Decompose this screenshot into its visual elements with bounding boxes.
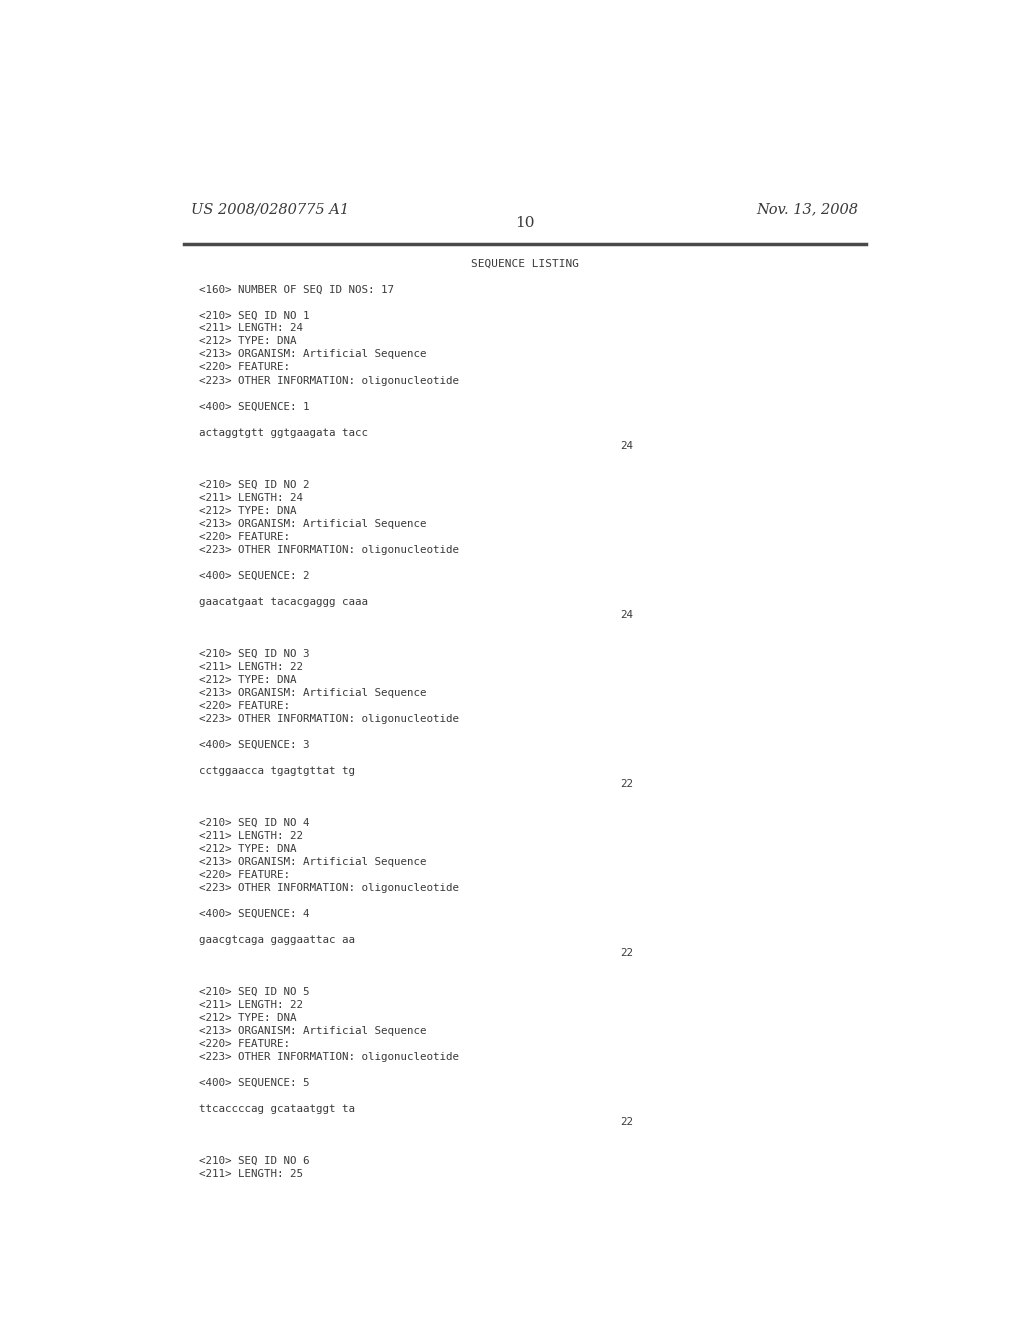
Text: <400> SEQUENCE: 5: <400> SEQUENCE: 5 <box>200 1078 310 1088</box>
Text: <212> TYPE: DNA: <212> TYPE: DNA <box>200 675 297 685</box>
Text: <211> LENGTH: 25: <211> LENGTH: 25 <box>200 1170 303 1179</box>
Text: <220> FEATURE:: <220> FEATURE: <box>200 532 291 541</box>
Text: <223> OTHER INFORMATION: oligonucleotide: <223> OTHER INFORMATION: oligonucleotide <box>200 714 460 723</box>
Text: <213> ORGANISM: Artificial Sequence: <213> ORGANISM: Artificial Sequence <box>200 857 427 867</box>
Text: <212> TYPE: DNA: <212> TYPE: DNA <box>200 1012 297 1023</box>
Text: <220> FEATURE:: <220> FEATURE: <box>200 363 291 372</box>
Text: <210> SEQ ID NO 1: <210> SEQ ID NO 1 <box>200 310 310 321</box>
Text: gaacgtcaga gaggaattac aa: gaacgtcaga gaggaattac aa <box>200 935 355 945</box>
Text: <400> SEQUENCE: 1: <400> SEQUENCE: 1 <box>200 401 310 412</box>
Text: <213> ORGANISM: Artificial Sequence: <213> ORGANISM: Artificial Sequence <box>200 1026 427 1036</box>
Text: <400> SEQUENCE: 2: <400> SEQUENCE: 2 <box>200 570 310 581</box>
Text: <210> SEQ ID NO 2: <210> SEQ ID NO 2 <box>200 479 310 490</box>
Text: <220> FEATURE:: <220> FEATURE: <box>200 870 291 880</box>
Text: cctggaacca tgagtgttat tg: cctggaacca tgagtgttat tg <box>200 766 355 776</box>
Text: <223> OTHER INFORMATION: oligonucleotide: <223> OTHER INFORMATION: oligonucleotide <box>200 1052 460 1063</box>
Text: actaggtgtt ggtgaagata tacc: actaggtgtt ggtgaagata tacc <box>200 428 369 437</box>
Text: <210> SEQ ID NO 3: <210> SEQ ID NO 3 <box>200 648 310 659</box>
Text: <223> OTHER INFORMATION: oligonucleotide: <223> OTHER INFORMATION: oligonucleotide <box>200 375 460 385</box>
Text: <212> TYPE: DNA: <212> TYPE: DNA <box>200 506 297 516</box>
Text: <160> NUMBER OF SEQ ID NOS: 17: <160> NUMBER OF SEQ ID NOS: 17 <box>200 284 394 294</box>
Text: <211> LENGTH: 24: <211> LENGTH: 24 <box>200 492 303 503</box>
Text: <210> SEQ ID NO 5: <210> SEQ ID NO 5 <box>200 987 310 997</box>
Text: <210> SEQ ID NO 4: <210> SEQ ID NO 4 <box>200 818 310 828</box>
Text: <400> SEQUENCE: 4: <400> SEQUENCE: 4 <box>200 909 310 919</box>
Text: <210> SEQ ID NO 6: <210> SEQ ID NO 6 <box>200 1156 310 1166</box>
Text: <220> FEATURE:: <220> FEATURE: <box>200 701 291 710</box>
Text: 22: 22 <box>620 948 633 958</box>
Text: <223> OTHER INFORMATION: oligonucleotide: <223> OTHER INFORMATION: oligonucleotide <box>200 545 460 554</box>
Text: <211> LENGTH: 22: <211> LENGTH: 22 <box>200 830 303 841</box>
Text: <212> TYPE: DNA: <212> TYPE: DNA <box>200 337 297 346</box>
Text: 22: 22 <box>620 779 633 789</box>
Text: <213> ORGANISM: Artificial Sequence: <213> ORGANISM: Artificial Sequence <box>200 688 427 698</box>
Text: US 2008/0280775 A1: US 2008/0280775 A1 <box>191 202 349 216</box>
Text: 24: 24 <box>620 610 633 619</box>
Text: <220> FEATURE:: <220> FEATURE: <box>200 1039 291 1049</box>
Text: ttcaccccag gcataatggt ta: ttcaccccag gcataatggt ta <box>200 1104 355 1114</box>
Text: <211> LENGTH: 22: <211> LENGTH: 22 <box>200 661 303 672</box>
Text: <212> TYPE: DNA: <212> TYPE: DNA <box>200 843 297 854</box>
Text: gaacatgaat tacacgaggg caaa: gaacatgaat tacacgaggg caaa <box>200 597 369 607</box>
Text: SEQUENCE LISTING: SEQUENCE LISTING <box>471 259 579 269</box>
Text: 22: 22 <box>620 1117 633 1127</box>
Text: <211> LENGTH: 22: <211> LENGTH: 22 <box>200 1001 303 1010</box>
Text: Nov. 13, 2008: Nov. 13, 2008 <box>756 202 858 216</box>
Text: <400> SEQUENCE: 3: <400> SEQUENCE: 3 <box>200 739 310 750</box>
Text: 24: 24 <box>620 441 633 450</box>
Text: 10: 10 <box>515 216 535 230</box>
Text: <211> LENGTH: 24: <211> LENGTH: 24 <box>200 323 303 334</box>
Text: <213> ORGANISM: Artificial Sequence: <213> ORGANISM: Artificial Sequence <box>200 350 427 359</box>
Text: <223> OTHER INFORMATION: oligonucleotide: <223> OTHER INFORMATION: oligonucleotide <box>200 883 460 892</box>
Text: <213> ORGANISM: Artificial Sequence: <213> ORGANISM: Artificial Sequence <box>200 519 427 528</box>
